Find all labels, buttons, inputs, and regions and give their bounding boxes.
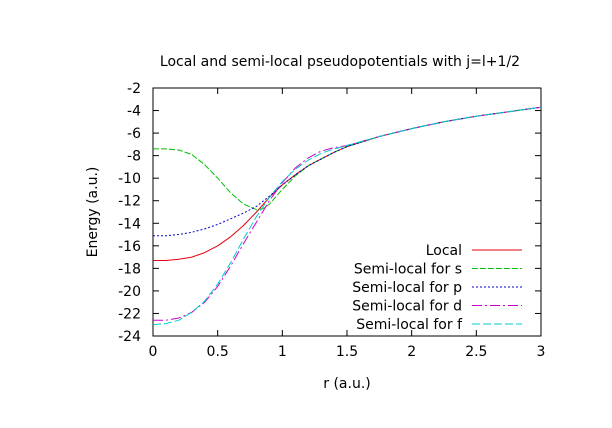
y-tick-label: -4 [127, 104, 141, 120]
y-axis: -2 -4 -6 -8 -10 -12 -14 -16 -18 -20 -22 -24 [118, 81, 541, 345]
x-axis-label: r (a.u.) [323, 376, 370, 392]
y-tick-label: -10 [118, 171, 141, 187]
y-tick-label: -16 [118, 239, 141, 255]
x-tick-label: 0 [149, 344, 158, 360]
x-tick-label: 2.5 [465, 344, 487, 360]
y-tick-label: -6 [127, 126, 141, 142]
legend-label: Local [426, 243, 462, 259]
legend: Local Semi-local for s Semi-local for p Sem… [352, 243, 522, 333]
legend-label: Semi-local for s [354, 262, 462, 278]
y-tick-label: -8 [127, 149, 141, 165]
legend-label: Semi-local for f [356, 317, 463, 333]
y-axis-label: Energy (a.u.) [85, 167, 101, 258]
y-tick-label: -14 [118, 216, 141, 232]
legend-label: Semi-local for p [352, 280, 462, 296]
series-line-2 [153, 106, 542, 211]
x-tick-label: 3 [537, 344, 546, 360]
series-line-4 [153, 106, 542, 321]
x-tick-label: 2 [407, 344, 416, 360]
chart-title: Local and semi-local pseudopotentials wi… [160, 54, 520, 70]
series-line-3 [153, 106, 542, 237]
legend-label: Semi-local for d [352, 299, 462, 315]
y-tick-label: -22 [118, 306, 141, 322]
x-axis: 0 0.5 1 1.5 2 2.5 3 [149, 88, 546, 360]
series-layer [152, 106, 542, 326]
plot-frame [152, 87, 542, 337]
series-line-5 [152, 106, 542, 326]
plot-border [152, 87, 542, 337]
y-tick-label: -24 [118, 329, 141, 345]
y-tick-label: -18 [118, 261, 141, 277]
y-tick-label: -20 [118, 284, 141, 300]
y-tick-label: -12 [118, 194, 141, 210]
x-tick-label: 1.5 [336, 344, 358, 360]
x-tick-label: 0.5 [207, 344, 229, 360]
series-line-1 [153, 106, 542, 261]
x-tick-label: 1 [278, 344, 287, 360]
y-tick-label: -2 [127, 81, 141, 97]
